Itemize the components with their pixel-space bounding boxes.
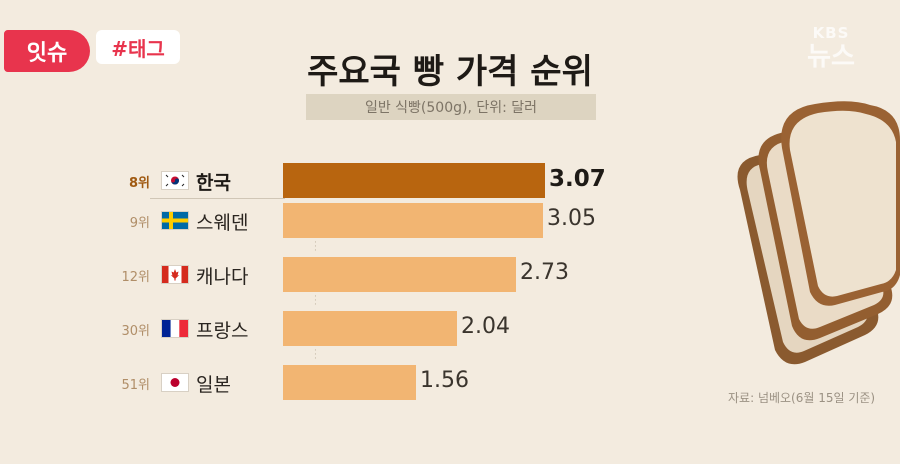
rank-label: 51위: [121, 377, 150, 393]
gap-marker: · · ·: [314, 292, 317, 310]
source-note: 자료: 넘베오(6월 15일 기준): [728, 391, 876, 405]
rank-label: 12위: [121, 269, 150, 285]
bar: [283, 365, 416, 400]
country-label: 캐나다: [196, 265, 249, 288]
country-label: 일본: [196, 373, 231, 396]
logo-line2: 뉴스: [807, 42, 855, 72]
country-label: 프랑스: [196, 319, 249, 342]
rank-label: 30위: [121, 323, 150, 339]
value-label: 3.07: [549, 165, 606, 192]
bread-illustration: [737, 101, 900, 365]
rank-label: 8위: [128, 175, 150, 191]
hashtag-label: #태그: [111, 36, 165, 61]
chart-title: 주요국 빵 가격 순위: [307, 52, 593, 92]
value-label: 2.73: [520, 259, 569, 285]
france-flag-icon: [162, 320, 188, 337]
country-label: 스웨덴: [196, 211, 249, 234]
bar: [283, 311, 457, 346]
bar: [283, 163, 545, 198]
issue-tag: 잇슈: [4, 30, 90, 72]
rank-label: 9위: [129, 215, 150, 231]
logo-line1: KBS: [812, 24, 850, 42]
gap-marker: · · ·: [314, 238, 317, 256]
value-label: 1.56: [420, 367, 469, 393]
hashtag-tag: #태그: [96, 30, 180, 64]
country-label: 한국: [196, 171, 231, 194]
sweden-flag-icon: [162, 212, 188, 229]
broadcaster-logo: KBS 뉴스: [796, 24, 866, 84]
canada-flag-icon: [162, 266, 188, 283]
japan-flag-icon: [162, 374, 188, 391]
value-label: 3.05: [547, 205, 596, 231]
bread-slice-front: [781, 101, 900, 306]
south-korea-flag-icon: [162, 172, 188, 189]
chart-subtitle: 일반 식빵(500g), 단위: 달러: [306, 94, 596, 120]
gap-marker: · · ·: [314, 346, 317, 364]
value-label: 2.04: [461, 313, 510, 339]
bar: [283, 257, 516, 292]
row-divider: [150, 198, 285, 199]
bar: [283, 203, 543, 238]
issue-tag-label: 잇슈: [26, 41, 68, 66]
